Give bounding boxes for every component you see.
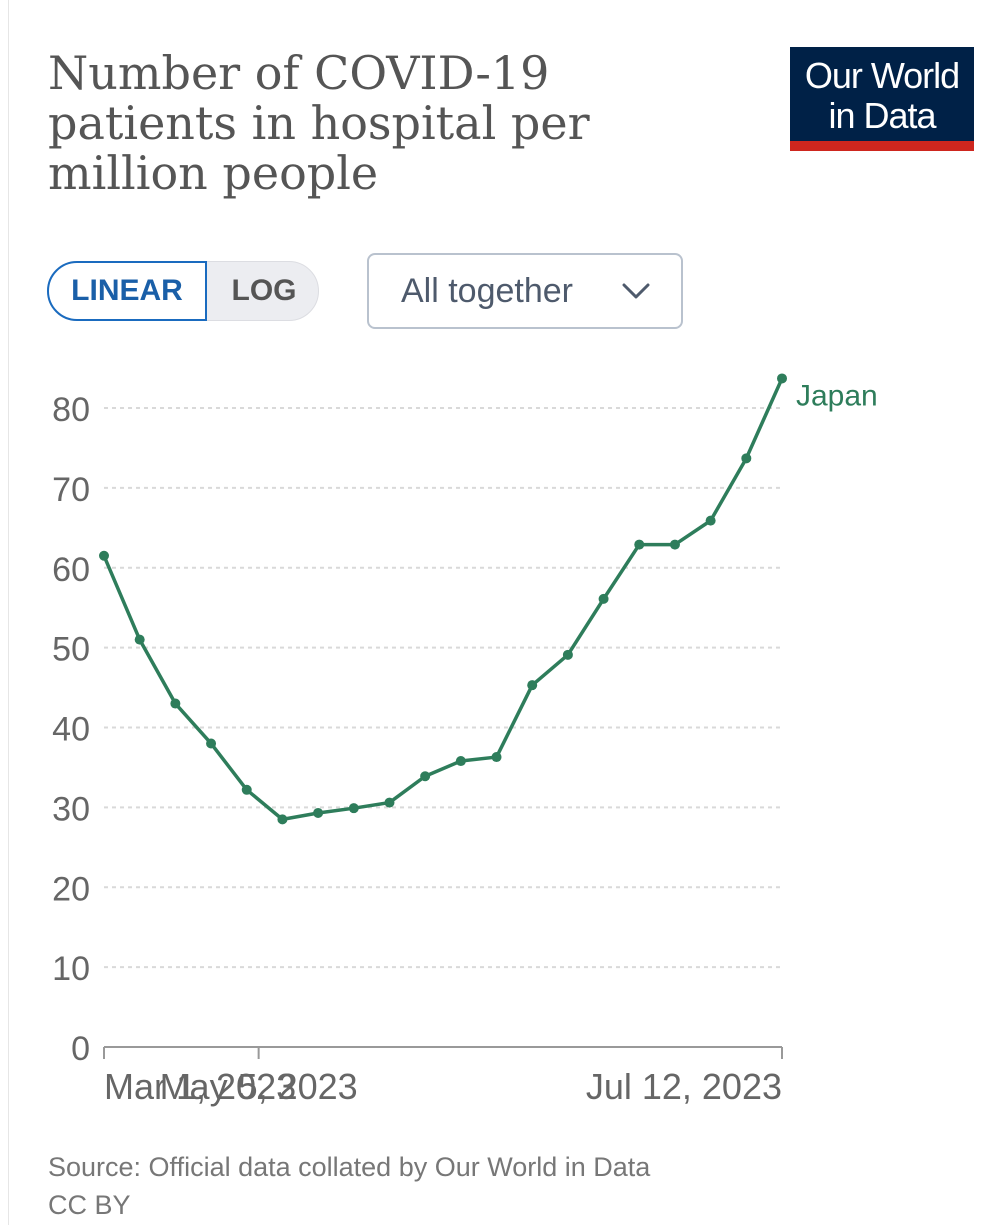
data-point <box>170 698 181 709</box>
source-note: Source: Official data collated by Our Wo… <box>48 1148 650 1224</box>
owid-logo[interactable]: Our World in Data <box>790 47 974 151</box>
logo-line-2: in Data <box>828 95 936 136</box>
y-tick-label: 30 <box>52 790 90 828</box>
chart-title: Number of COVID-19 patients in hospital … <box>48 46 590 200</box>
data-point <box>277 814 288 825</box>
y-tick-label: 70 <box>52 471 90 509</box>
facet-dropdown[interactable]: All together <box>367 253 683 329</box>
chevron-down-icon <box>622 283 650 299</box>
x-tick-label: Jul 12, 2023 <box>586 1066 782 1107</box>
series-line-japan <box>102 376 784 822</box>
data-point <box>669 539 680 550</box>
data-point <box>420 771 431 782</box>
series-layer: Japan <box>99 373 878 825</box>
y-tick-label: 0 <box>71 1030 90 1068</box>
frame-border <box>8 0 9 1225</box>
y-tick-label: 10 <box>52 950 90 988</box>
data-point <box>598 593 609 604</box>
y-axis-ticks: 0 10 20 30 40 50 60 70 80 <box>52 391 90 1068</box>
license-text[interactable]: CC BY <box>48 1190 131 1220</box>
logo-line-1: Our World <box>804 55 960 96</box>
data-point <box>455 756 466 767</box>
y-tick-label: 50 <box>52 631 90 669</box>
data-point <box>206 738 217 749</box>
y-tick-label: 80 <box>52 391 90 429</box>
linear-scale-button[interactable]: LINEAR <box>47 261 207 321</box>
data-point <box>313 807 324 818</box>
series-label-japan: Japan <box>796 379 878 412</box>
data-point <box>348 803 359 814</box>
data-point <box>241 784 252 795</box>
data-point <box>527 680 538 691</box>
logo-red-bar <box>790 141 974 151</box>
data-point <box>741 453 752 464</box>
data-point <box>705 515 716 526</box>
data-point <box>634 539 645 550</box>
log-scale-button[interactable]: LOG <box>231 274 297 307</box>
source-text[interactable]: Source: Official data collated by Our Wo… <box>48 1152 651 1182</box>
data-point <box>562 649 573 660</box>
facet-dropdown-value: All together <box>401 271 573 310</box>
y-tick-label: 40 <box>52 711 90 749</box>
data-point <box>491 752 502 763</box>
grid-lines <box>104 407 782 969</box>
y-tick-label: 20 <box>52 870 90 908</box>
data-point <box>384 797 395 808</box>
x-tick-label: Mar 1, 2023 <box>104 1066 296 1107</box>
scale-toggle: LINEAR LOG <box>47 261 319 321</box>
data-point <box>134 634 145 645</box>
y-tick-label: 60 <box>52 551 90 589</box>
x-tick-label: May 5, 2023 <box>160 1066 358 1107</box>
data-point <box>777 373 787 384</box>
data-point <box>99 550 109 561</box>
